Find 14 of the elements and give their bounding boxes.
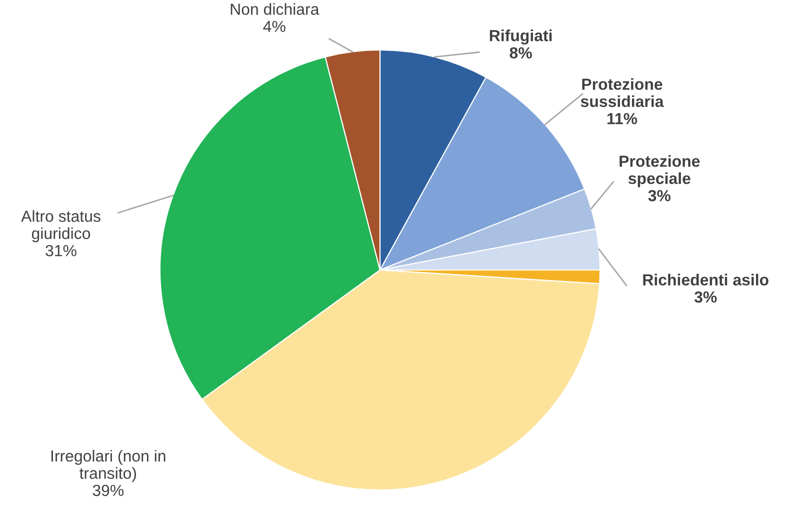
- data-label: 8%: [510, 47, 532, 59]
- slice-label: Non dichiara: [230, 3, 320, 15]
- data-label: 4%: [263, 20, 286, 32]
- slice-label: Irregolari (non in transito): [51, 450, 166, 482]
- data-label: 39%: [92, 484, 124, 496]
- data-label: 3%: [648, 190, 671, 202]
- data-label: 31%: [46, 244, 76, 256]
- slice-label: Protezione speciale: [620, 155, 700, 188]
- slice-label: Protezione sussidiaria: [580, 78, 664, 108]
- slice-label: Altro status giuridico: [21, 210, 100, 242]
- slice-label: Rifugiati: [490, 30, 552, 44]
- data-label: 3%: [694, 291, 717, 303]
- data-label: 11%: [607, 113, 638, 124]
- slice-label: Richiedenti asilo: [643, 274, 768, 286]
